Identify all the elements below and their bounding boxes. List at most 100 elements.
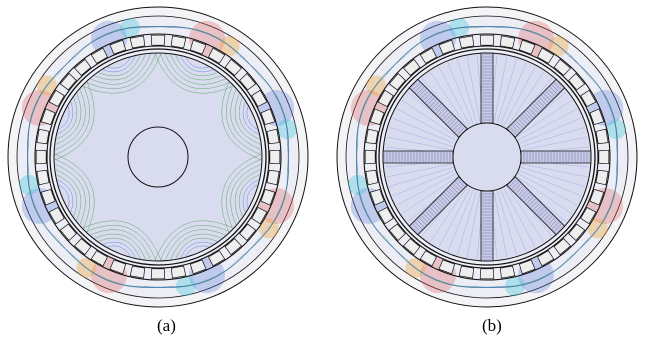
spoke-hatch-line (553, 223, 563, 233)
rotor-flux-line (226, 159, 262, 229)
stator-slot (266, 128, 280, 145)
spoke-hatch-line (544, 90, 554, 100)
rotor-flux-line (55, 89, 86, 150)
spoke-hatch-line (549, 86, 558, 95)
rotor-flux-line (56, 97, 78, 140)
stator-slot (419, 47, 437, 64)
spoke-hatch-line (437, 107, 447, 117)
spoke-hatch-line (517, 187, 527, 197)
stator-slot (438, 39, 456, 55)
rotor-flux-line (56, 174, 78, 217)
spoke-hatch-line (519, 115, 529, 125)
stator-slot (518, 39, 536, 55)
rotor-flux-line (175, 237, 218, 259)
panel-a-motor-cross-section (7, 6, 309, 308)
rotor-flux-line (180, 241, 214, 258)
rotor-flux-line (102, 241, 136, 258)
spoke-hatch-line (456, 126, 466, 136)
stator-slot (537, 250, 555, 267)
spoke-hatch-line (536, 98, 546, 108)
stator-slot (260, 108, 276, 126)
stator-slot (402, 58, 421, 76)
airgap-circle (378, 48, 596, 266)
spoke-hatch-line (430, 204, 440, 214)
rotor-flux-line (185, 245, 209, 257)
stator-slot (189, 259, 207, 275)
radial-flux-line (518, 173, 578, 206)
rotor-flux-line (165, 54, 226, 85)
radial-flux-line (500, 62, 527, 124)
shaft-circle (127, 126, 189, 188)
spoke-hatch-line (454, 124, 464, 134)
spoke-magnet (480, 190, 494, 262)
rotor-flux-line (98, 55, 141, 77)
spoke-hatch-line (551, 84, 560, 93)
spoke-hatch-line (433, 202, 442, 211)
spoke-magnet (520, 150, 592, 164)
radial-flux-line (522, 136, 588, 151)
spoke-hatch-line (422, 212, 432, 222)
spoke-hatch-line (414, 221, 423, 230)
spoke-hatch-line (527, 197, 537, 207)
spoke-hatch-line (437, 197, 447, 207)
stator-slot (36, 169, 50, 186)
spoke-hatch-line (534, 100, 544, 110)
stator-slot (129, 35, 146, 49)
hub-circle (452, 122, 522, 192)
stator-slot (239, 72, 257, 91)
spoke-hatch-line (544, 214, 554, 224)
stator-slot (48, 207, 65, 225)
radial-flux-line (518, 108, 578, 141)
stator-slot (598, 149, 610, 165)
spoke-hatch-line (447, 117, 457, 127)
stator-slot (595, 169, 609, 186)
stator-slot (499, 265, 516, 279)
radial-flux-line (503, 66, 536, 126)
spoke-hatch-line (411, 81, 421, 91)
spoke-hatch-line (409, 225, 419, 235)
spoke-hatch-line (424, 210, 434, 220)
stator-slot (36, 128, 50, 145)
spoke-hatch-line (553, 81, 563, 91)
radial-flux-line (522, 163, 588, 178)
stator-outer-boundary (363, 33, 611, 281)
flux-line (385, 26, 501, 76)
radial-flux-line (516, 176, 572, 214)
spoke-hatch-line (532, 202, 541, 211)
rotor-flux-line (54, 82, 95, 161)
spoke-hatch-line (456, 178, 466, 188)
spoke-hatch-line (540, 210, 550, 220)
stator-slot (553, 238, 572, 256)
rotor-flux-line (54, 153, 95, 232)
stator-slot (595, 128, 609, 145)
stator-slot (479, 268, 495, 280)
panel-b-motor-cross-section (336, 6, 638, 308)
rotor-flux-line (234, 169, 261, 221)
radial-flux-line (520, 117, 582, 144)
stator-slot (150, 268, 166, 280)
rotor-flux-line (165, 229, 226, 260)
stator-slot (260, 188, 276, 206)
spoke-hatch-line (416, 86, 425, 95)
spoke-magnet (480, 52, 494, 124)
spoke-hatch-line (517, 117, 527, 127)
stator-slot (364, 149, 376, 165)
radial-flux-line (430, 72, 468, 128)
spoke-hatch-line (546, 88, 556, 98)
radial-flux-line (396, 173, 456, 206)
stator-slot (224, 58, 243, 76)
spoke-hatch-line (424, 94, 434, 104)
spoke-hatch-line (521, 113, 531, 123)
radial-flux-line (506, 72, 544, 128)
radial-flux-line (521, 167, 585, 187)
stator-outer-boundary (34, 33, 282, 281)
spoke-hatch-line (441, 111, 451, 121)
stator-slot (580, 89, 597, 107)
stator-slot (90, 250, 108, 267)
spoke-hatch-line (519, 189, 529, 199)
rotor-flux-line (230, 89, 261, 150)
radial-flux-line (389, 167, 453, 187)
stator-slot (365, 169, 379, 186)
spoke-hatch-line (452, 122, 461, 131)
